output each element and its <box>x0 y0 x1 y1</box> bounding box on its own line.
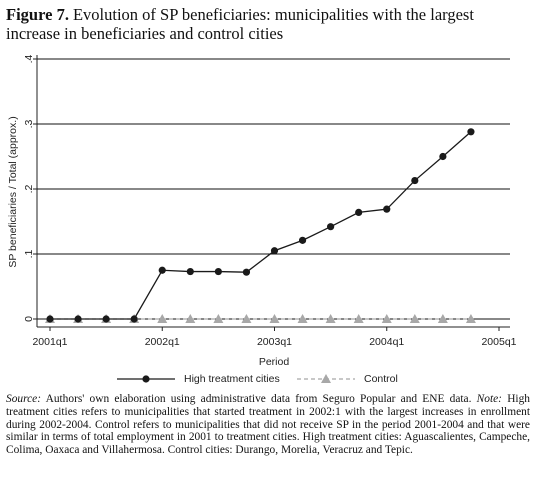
data-point <box>214 267 222 276</box>
caption: Source: Authors' own elaboration using a… <box>6 393 530 457</box>
data-point <box>411 176 419 185</box>
legend-label: Control <box>364 373 398 385</box>
y-tick-label: .4 <box>23 54 35 63</box>
legend-marker <box>142 375 150 383</box>
source-label: Source: <box>6 393 42 405</box>
series-line <box>50 131 472 320</box>
data-point <box>325 314 336 323</box>
data-point <box>437 314 448 323</box>
note-text: High treatment cities refers to municipa… <box>6 393 530 457</box>
data-point <box>409 314 420 323</box>
data-point <box>297 314 308 323</box>
y-axis-label: SP beneficiaries / Total (approx.) <box>7 116 19 267</box>
x-tick-label: 2002q1 <box>145 336 180 348</box>
data-point <box>270 247 279 255</box>
data-point <box>381 314 392 323</box>
data-point <box>46 315 54 323</box>
data-point <box>298 236 307 244</box>
x-tick-label: 2003q1 <box>257 336 292 348</box>
title-text: Evolution of SP beneficiaries: municipal… <box>6 5 474 43</box>
data-point <box>102 315 110 323</box>
note-label: Note: <box>476 393 502 405</box>
data-point <box>465 314 476 323</box>
x-tick-label: 2001q1 <box>32 336 67 348</box>
source-text: Authors' own elaboration using administr… <box>45 393 472 405</box>
data-point <box>467 128 475 136</box>
y-tick-label: .3 <box>23 119 35 128</box>
chart: SP beneficiaries / Total (approx.) Perio… <box>7 54 517 385</box>
legend-marker <box>321 374 331 383</box>
data-point <box>355 208 363 216</box>
x-tick-label: 2005q1 <box>481 336 516 348</box>
figure-label: Figure 7. <box>6 5 69 24</box>
x-tick-label: 2004q1 <box>369 336 404 348</box>
x-axis-label: Period <box>259 356 290 368</box>
legend-label: High treatment cities <box>184 373 280 385</box>
data-point <box>241 314 252 323</box>
data-point <box>353 314 364 323</box>
data-point <box>130 315 138 323</box>
data-point <box>269 314 280 323</box>
data-point <box>74 315 82 323</box>
y-tick-label: .1 <box>23 249 35 258</box>
data-point <box>186 267 194 276</box>
data-point <box>158 266 166 274</box>
data-point <box>383 205 391 213</box>
data-point <box>185 314 196 323</box>
data-point <box>439 152 447 161</box>
data-point <box>327 223 335 231</box>
y-tick-label: 0 <box>23 316 35 322</box>
data-point <box>157 314 168 323</box>
data-point <box>213 314 224 323</box>
y-tick-label: .2 <box>23 184 35 193</box>
figure-title: Figure 7. Evolution of SP beneficiaries: … <box>6 5 526 43</box>
data-point <box>242 268 251 276</box>
